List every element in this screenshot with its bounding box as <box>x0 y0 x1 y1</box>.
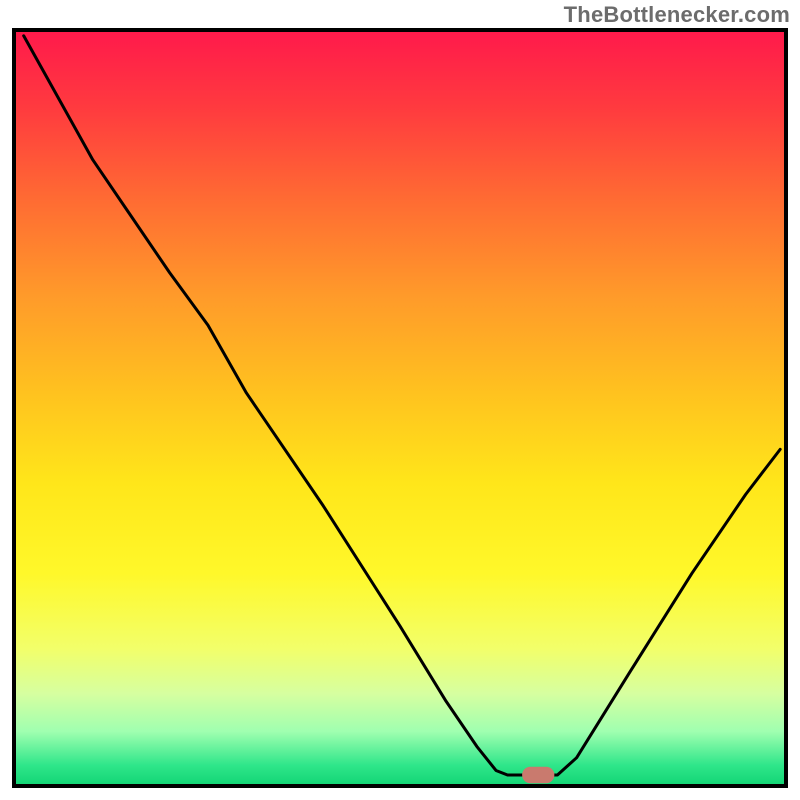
chart-svg <box>12 28 788 788</box>
watermark-text: TheBottlenecker.com <box>564 2 790 28</box>
chart-frame: TheBottlenecker.com <box>0 0 800 800</box>
plot-area <box>12 28 788 788</box>
